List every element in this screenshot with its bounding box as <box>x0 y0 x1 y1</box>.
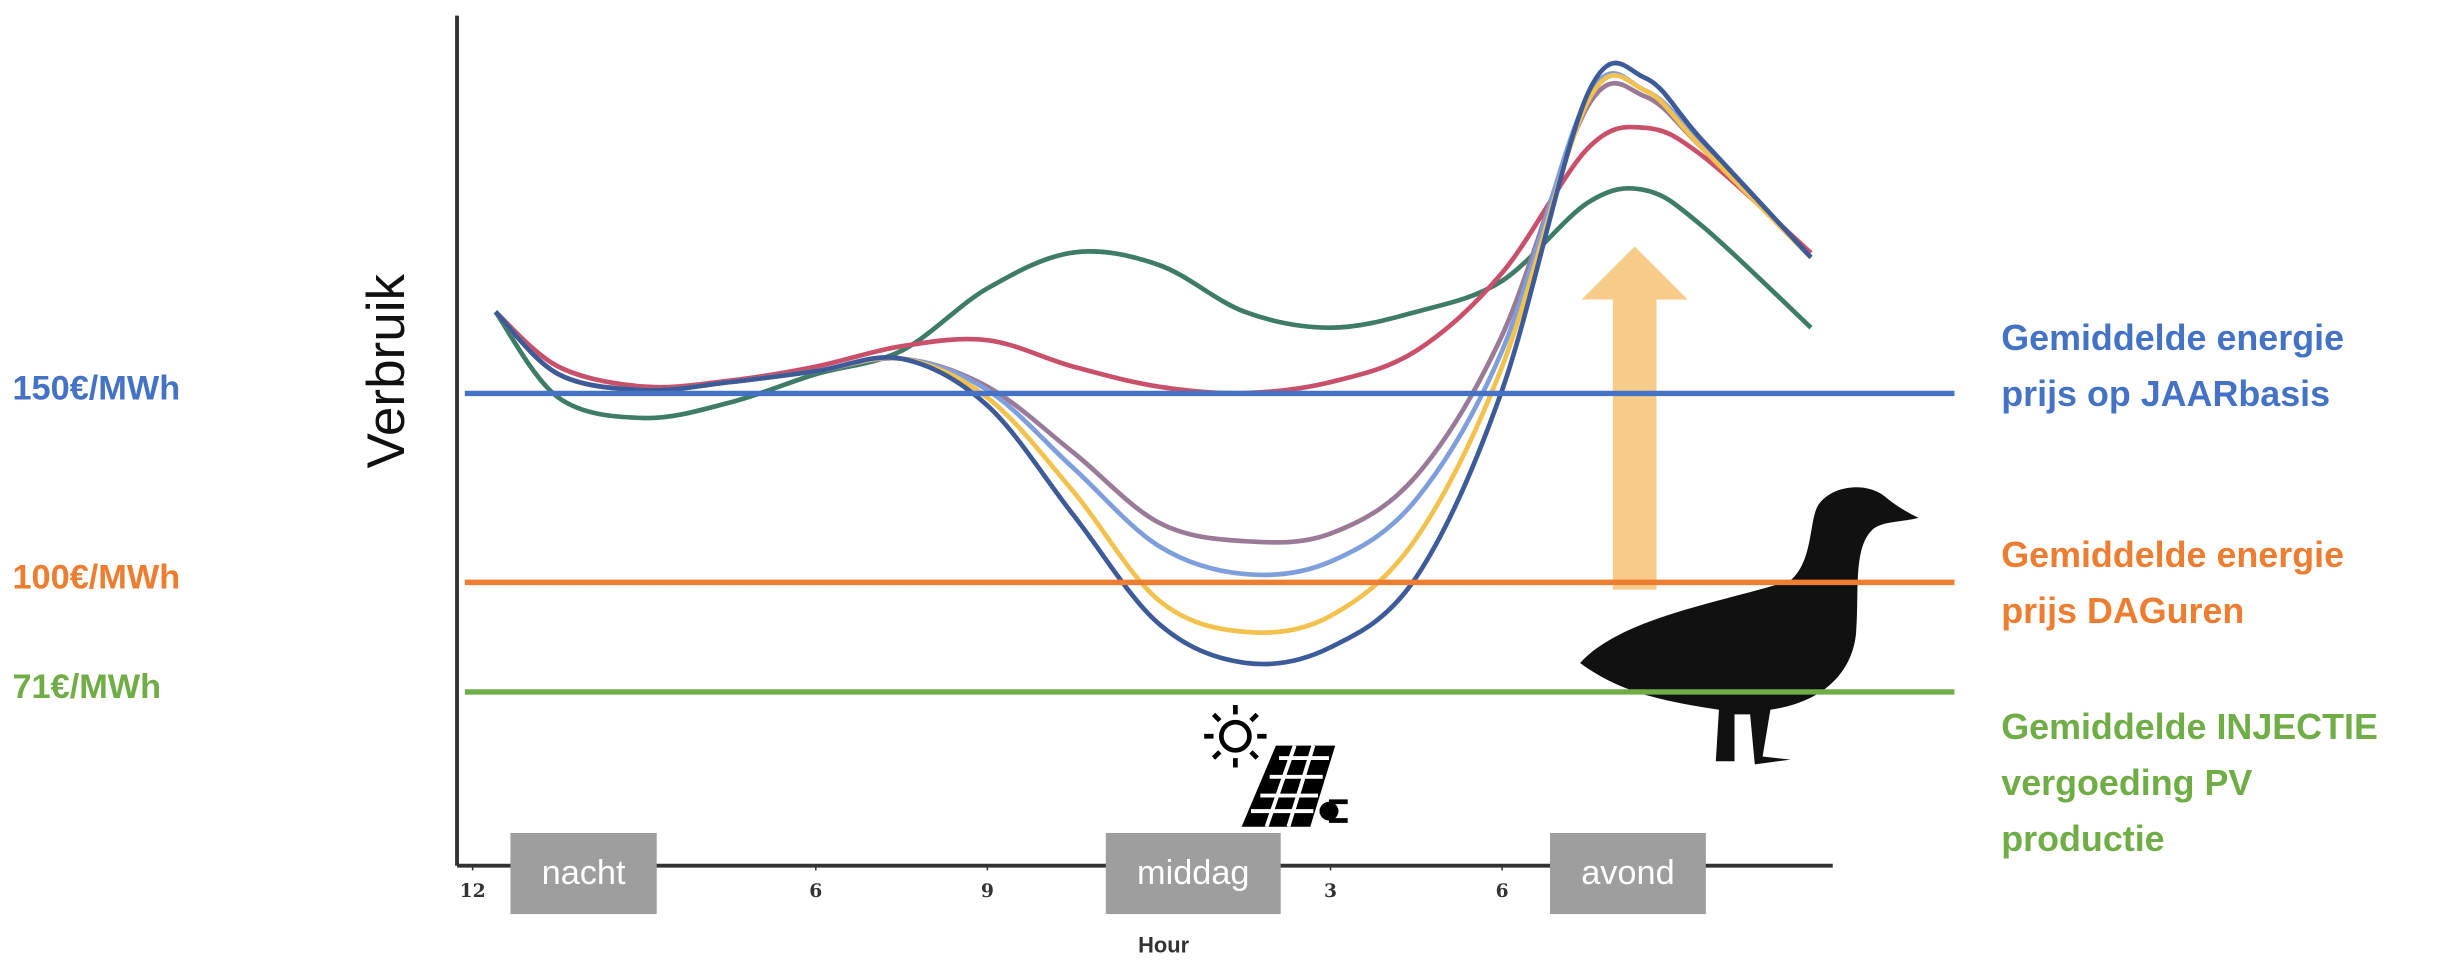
price-description: productie <box>2001 819 2164 859</box>
period-label: middag <box>1106 833 1281 914</box>
period-text: middag <box>1137 854 1250 892</box>
x-axis-label: Hour <box>1138 933 1189 958</box>
period-label: nacht <box>510 833 656 914</box>
price-description: Gemiddelde energie <box>2001 535 2344 575</box>
price-label: 71€/MWh <box>12 668 161 706</box>
x-tick-label: 9 <box>981 880 994 902</box>
period-label: avond <box>1550 833 1706 914</box>
chart: Verbruik Hour 12 6 9 3 6 150€/MWh Gemiddelde ene… <box>0 0 2438 964</box>
price-description: prijs DAGuren <box>2001 591 2244 631</box>
price-label: 150€/MWh <box>12 369 180 407</box>
x-tick-label: 6 <box>1496 880 1509 902</box>
y-axis-label: Verbruik <box>357 274 416 469</box>
solar-panel-icon <box>1242 746 1348 827</box>
price-label: 100€/MWh <box>12 558 180 596</box>
period-text: avond <box>1581 854 1674 892</box>
period-text: nacht <box>542 854 626 892</box>
price-description: Gemiddelde INJECTIE <box>2001 707 2378 747</box>
price-description: Gemiddelde energie <box>2001 318 2344 358</box>
sun-icon <box>1204 705 1266 767</box>
price-description: vergoeding PV <box>2001 763 2252 803</box>
price-description: prijs op JAARbasis <box>2001 374 2330 414</box>
arrow <box>1582 246 1688 589</box>
x-tick-label: 6 <box>809 880 822 902</box>
x-tick-label: 12 <box>460 880 486 902</box>
x-tick-label: 3 <box>1324 880 1337 902</box>
